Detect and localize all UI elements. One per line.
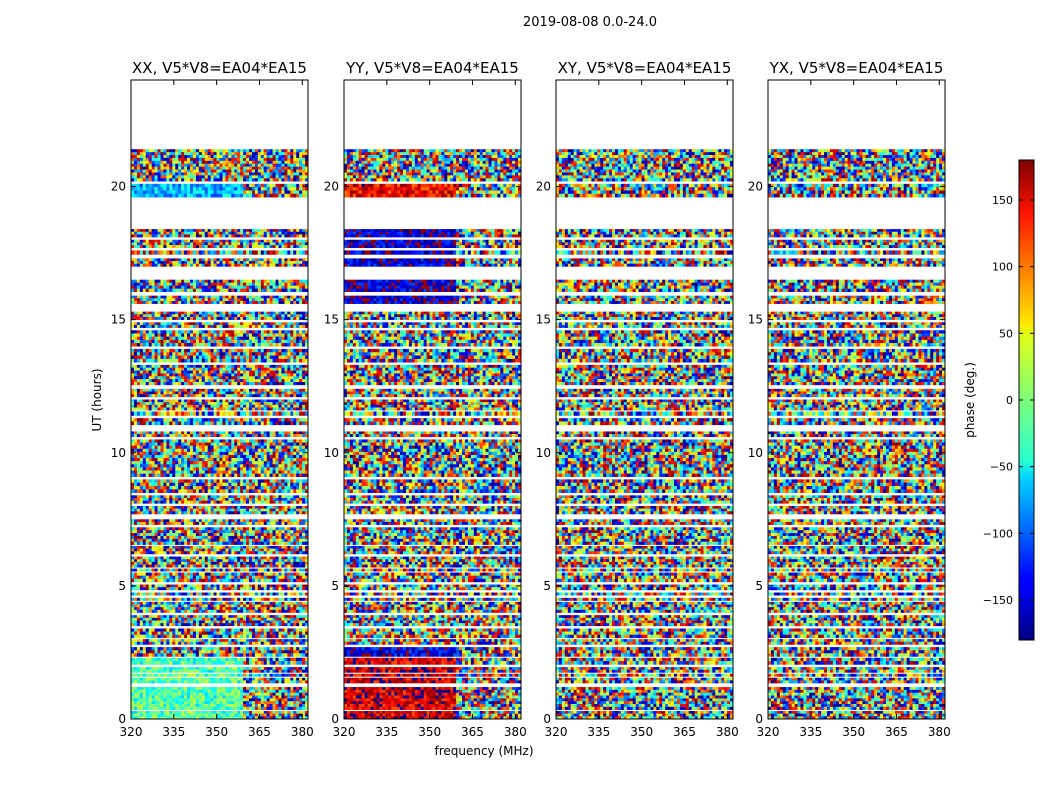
x-tick-label: 335: [162, 725, 185, 739]
y-tick-label: 20: [536, 180, 551, 194]
y-tick-label: 5: [118, 579, 126, 593]
y-tick-label: 15: [748, 313, 763, 327]
y-tick-label: 15: [111, 313, 126, 327]
panel-xx: XX, V5*V8=EA04*EA15 320 335 350 365 380 0 5 10 15…: [111, 59, 314, 739]
panel-frame: [343, 79, 522, 720]
x-tick-label: 365: [673, 725, 696, 739]
figure-title: 2019-08-08 0.0-24.0: [523, 15, 657, 30]
colorbar: 150 100 50 0 −50 −100 −150 phase (deg.): [963, 159, 1035, 641]
y-axis-label: UT (hours): [90, 368, 104, 431]
y-tick-label: 10: [748, 446, 763, 460]
x-tick-label: 365: [461, 725, 484, 739]
x-tick-label: 335: [799, 725, 822, 739]
panel-title: YX, V5*V8=EA04*EA15: [769, 59, 944, 77]
colorbar-tick-label: −50: [990, 461, 1013, 474]
x-tick-label: 350: [842, 725, 865, 739]
panel-frame: [767, 79, 946, 720]
y-tick-label: 0: [118, 712, 126, 726]
y-tick-label: 15: [536, 313, 551, 327]
y-tick-label: 10: [111, 446, 126, 460]
x-tick-label: 320: [545, 725, 568, 739]
x-tick-label: 380: [291, 725, 314, 739]
x-axis-label: frequency (MHz): [434, 744, 533, 758]
x-tick-label: 350: [418, 725, 441, 739]
colorbar-tick-label: 50: [999, 327, 1013, 340]
x-tick-label: 335: [375, 725, 398, 739]
y-tick-label: 5: [755, 579, 763, 593]
y-tick-label: 5: [543, 579, 551, 593]
x-tick-label: 335: [587, 725, 610, 739]
y-tick-label: 0: [331, 712, 339, 726]
colorbar-tick-label: 150: [992, 194, 1013, 207]
x-tick-label: 320: [333, 725, 356, 739]
panels: XX, V5*V8=EA04*EA15 320 335 350 365 380 0 5 10 15…: [111, 59, 951, 739]
colorbar-tick-label: −100: [983, 527, 1013, 540]
x-tick-label: 350: [630, 725, 653, 739]
panel-frame: [130, 79, 309, 720]
x-tick-label: 380: [504, 725, 527, 739]
y-tick-label: 0: [543, 712, 551, 726]
y-tick-label: 15: [324, 313, 339, 327]
phase-heatmap: [768, 149, 945, 719]
x-tick-label: 365: [248, 725, 271, 739]
panel-xy: XY, V5*V8=EA04*EA15 320 335 350 365 380 0 5 10 15…: [536, 59, 739, 739]
phase-heatmap: [131, 149, 308, 719]
panel-frame: [555, 79, 734, 720]
y-tick-label: 5: [331, 579, 339, 593]
y-tick-label: 20: [111, 180, 126, 194]
panel-yx: YX, V5*V8=EA04*EA15 320 335 350 365 380 0 5 10 15…: [748, 59, 951, 739]
y-tick-label: 0: [755, 712, 763, 726]
x-tick-label: 365: [885, 725, 908, 739]
phase-heatmap: [556, 149, 733, 719]
colorbar-tick-label: 0: [1006, 394, 1013, 407]
colorbar-tick-label: −150: [983, 594, 1013, 607]
x-tick-label: 380: [928, 725, 951, 739]
panel-title: XX, V5*V8=EA04*EA15: [132, 59, 307, 77]
x-tick-label: 320: [757, 725, 780, 739]
y-tick-label: 20: [748, 180, 763, 194]
phase-heatmap: [344, 149, 521, 719]
y-tick-label: 10: [536, 446, 551, 460]
y-tick-label: 20: [324, 180, 339, 194]
colorbar-tick-label: 100: [992, 261, 1013, 274]
colorbar-label: phase (deg.): [963, 362, 977, 438]
panel-yy: YY, V5*V8=EA04*EA15 320 335 350 365 380 0 5 10 15…: [324, 59, 527, 739]
y-tick-label: 10: [324, 446, 339, 460]
panel-title: XY, V5*V8=EA04*EA15: [558, 59, 732, 77]
x-tick-label: 380: [716, 725, 739, 739]
x-tick-label: 320: [120, 725, 143, 739]
x-tick-label: 350: [205, 725, 228, 739]
panel-title: YY, V5*V8=EA04*EA15: [345, 59, 519, 77]
